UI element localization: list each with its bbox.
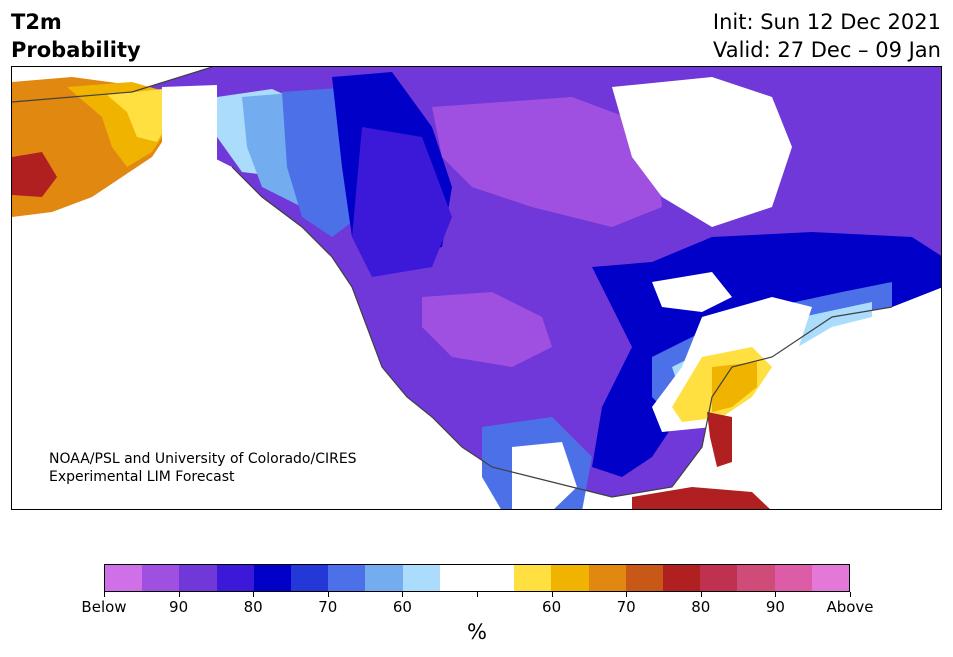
colorbar-tick — [626, 592, 628, 597]
map-title: T2m Probability — [11, 8, 141, 64]
title-line-1: T2m — [11, 10, 62, 34]
colorbar-segment — [551, 565, 589, 591]
colorbar-segment — [811, 565, 850, 591]
great-lakes — [652, 272, 732, 312]
florida-red — [707, 412, 732, 467]
colorbar-segment — [774, 565, 812, 591]
colorbar-tick-label: 70 — [616, 598, 636, 616]
colorbar-tick-label: 60 — [392, 598, 412, 616]
west-violet — [422, 292, 552, 367]
title-line-2: Probability — [11, 38, 141, 62]
colorbar-segment — [402, 565, 440, 591]
colorbar-segment — [253, 565, 292, 591]
canada-violet — [432, 97, 662, 227]
map-panel: NOAA/PSL and University of Colorado/CIRE… — [11, 66, 942, 510]
alaska-red — [12, 152, 57, 197]
colorbar-segment — [439, 565, 478, 591]
init-date: Init: Sun 12 Dec 2021 — [712, 10, 941, 34]
colorbar-tick — [253, 592, 255, 597]
colorbar-segment — [700, 565, 738, 591]
colorbar-segment — [142, 565, 180, 591]
colorbar-segment — [663, 565, 701, 591]
credit-text: NOAA/PSL and University of Colorado/CIRE… — [49, 450, 357, 486]
colorbar-tick — [104, 592, 105, 597]
colorbar-segment — [477, 565, 515, 591]
colorbar-tick-label: 90 — [765, 598, 785, 616]
colorbar-tick — [178, 592, 180, 597]
colorbar-tick-label: 90 — [169, 598, 189, 616]
colorbar-segment — [291, 565, 329, 591]
colorbar-tick-label: 60 — [542, 598, 562, 616]
colorbar-segment — [514, 565, 552, 591]
colorbar-tick — [327, 592, 329, 597]
colorbar-tick — [850, 592, 851, 597]
colorbar-segment — [105, 565, 143, 591]
colorbar-tick — [551, 592, 553, 597]
forecast-dates: Init: Sun 12 Dec 2021 Valid: 27 Dec – 09… — [713, 8, 941, 64]
valid-range: Valid: 27 Dec – 09 Jan — [712, 38, 941, 62]
alaska-white — [162, 85, 217, 177]
colorbar-tick — [775, 592, 777, 597]
colorbar-tick-label: 80 — [243, 598, 263, 616]
colorbar-segment — [625, 565, 664, 591]
colorbar-tick — [402, 592, 404, 597]
nw-mid-blue — [352, 127, 452, 277]
colorbar-tick-label: 70 — [318, 598, 338, 616]
probability-map — [12, 67, 941, 509]
credit-line-2: Experimental LIM Forecast — [49, 469, 235, 485]
coastline — [12, 67, 893, 498]
colorbar-tick-label: Below — [81, 598, 127, 616]
mexico-white — [512, 442, 577, 509]
colorbar-segment — [737, 565, 775, 591]
hudson-bay — [612, 77, 792, 227]
colorbar-segment — [365, 565, 403, 591]
colorbar-tick — [477, 592, 478, 597]
credit-line-1: NOAA/PSL and University of Colorado/CIRE… — [49, 451, 357, 467]
colorbar-unit-label: % — [467, 620, 487, 644]
colorbar-segment — [328, 565, 366, 591]
probability-colorbar — [104, 564, 850, 592]
colorbar-tick-label: Above — [826, 598, 874, 616]
southeast-orange — [712, 362, 757, 412]
colorbar-segment — [179, 565, 217, 591]
cuba-red — [632, 487, 770, 509]
alaska-light-yellow — [107, 89, 172, 142]
colorbar-tick — [700, 592, 702, 597]
colorbar-tick-label: 80 — [691, 598, 711, 616]
colorbar-segment — [588, 565, 626, 591]
colorbar-segment — [216, 565, 254, 591]
